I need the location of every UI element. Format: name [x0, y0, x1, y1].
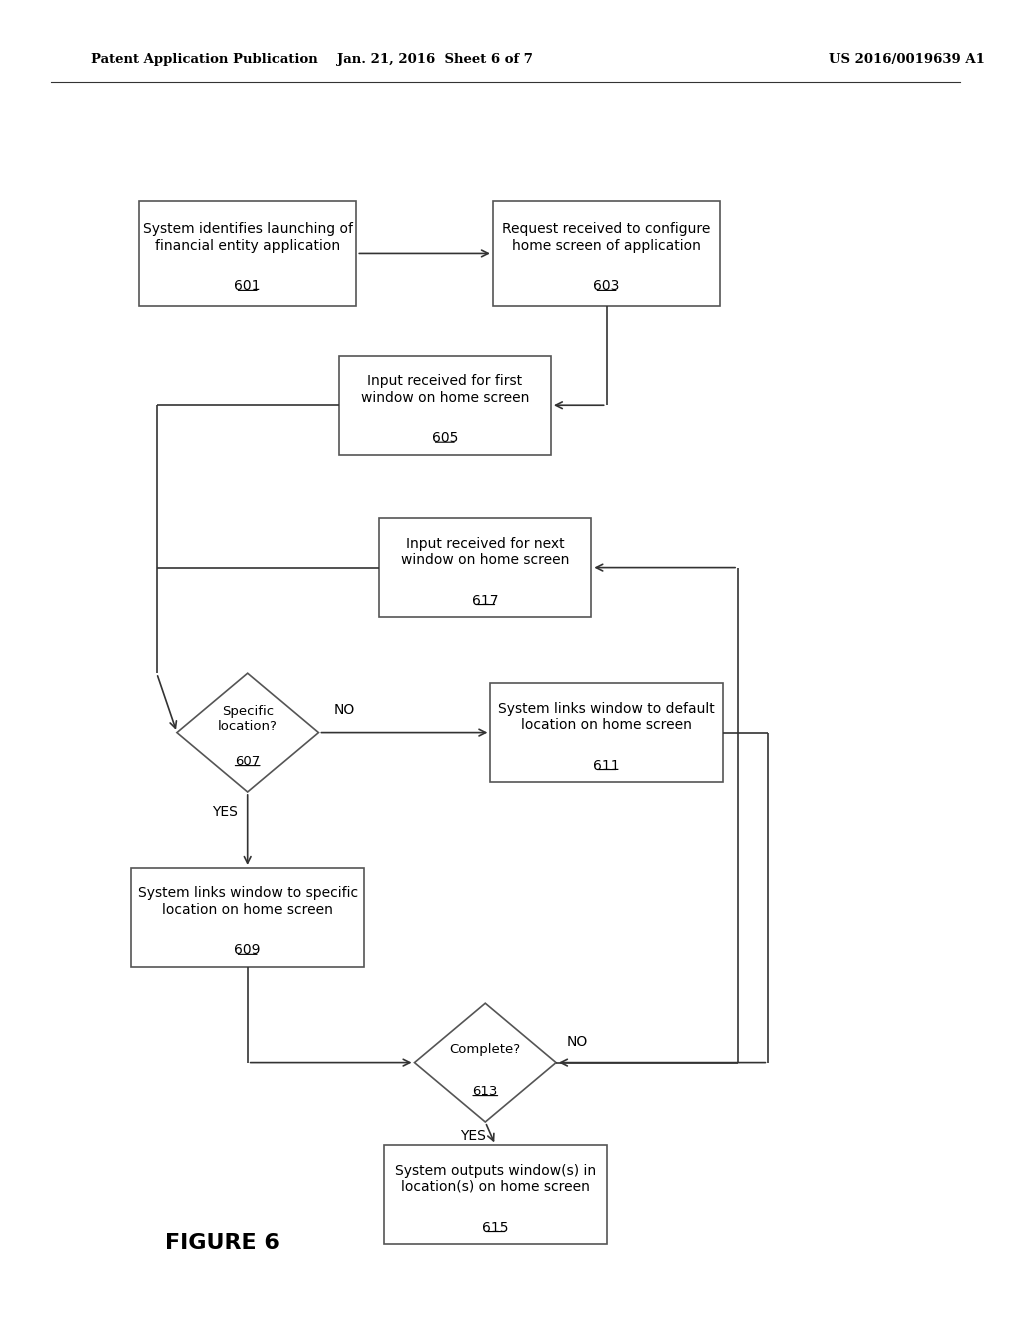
Text: NO: NO — [566, 1035, 588, 1049]
Polygon shape — [415, 1003, 556, 1122]
Text: 613: 613 — [473, 1085, 498, 1098]
Text: System identifies launching of
financial entity application: System identifies launching of financial… — [142, 223, 352, 252]
FancyBboxPatch shape — [490, 682, 723, 781]
FancyBboxPatch shape — [379, 519, 592, 618]
Text: Patent Application Publication: Patent Application Publication — [91, 53, 317, 66]
Text: 617: 617 — [472, 594, 499, 607]
Text: NO: NO — [334, 702, 355, 717]
FancyBboxPatch shape — [131, 869, 364, 966]
FancyBboxPatch shape — [339, 356, 551, 454]
Text: 615: 615 — [482, 1221, 509, 1234]
Text: Specific
location?: Specific location? — [218, 705, 278, 734]
Text: US 2016/0019639 A1: US 2016/0019639 A1 — [829, 53, 985, 66]
Text: 605: 605 — [432, 432, 458, 445]
Text: YES: YES — [212, 805, 239, 820]
Text: Jan. 21, 2016  Sheet 6 of 7: Jan. 21, 2016 Sheet 6 of 7 — [337, 53, 532, 66]
Text: 609: 609 — [234, 944, 261, 957]
Text: Request received to configure
home screen of application: Request received to configure home scree… — [503, 223, 711, 252]
Text: YES: YES — [460, 1129, 485, 1143]
Text: 601: 601 — [234, 280, 261, 293]
Text: System outputs window(s) in
location(s) on home screen: System outputs window(s) in location(s) … — [395, 1164, 596, 1193]
Text: System links window to specific
location on home screen: System links window to specific location… — [137, 887, 357, 916]
Text: 603: 603 — [593, 280, 620, 293]
Text: Input received for first
window on home screen: Input received for first window on home … — [360, 375, 529, 404]
FancyBboxPatch shape — [139, 201, 356, 306]
Text: Complete?: Complete? — [450, 1043, 521, 1056]
FancyBboxPatch shape — [493, 201, 720, 306]
Text: 607: 607 — [236, 755, 260, 768]
FancyBboxPatch shape — [384, 1144, 606, 1243]
Text: FIGURE 6: FIGURE 6 — [165, 1233, 280, 1254]
Text: Input received for next
window on home screen: Input received for next window on home s… — [401, 537, 569, 566]
Text: System links window to default
location on home screen: System links window to default location … — [499, 702, 715, 731]
Polygon shape — [177, 673, 318, 792]
Text: 611: 611 — [593, 759, 620, 772]
